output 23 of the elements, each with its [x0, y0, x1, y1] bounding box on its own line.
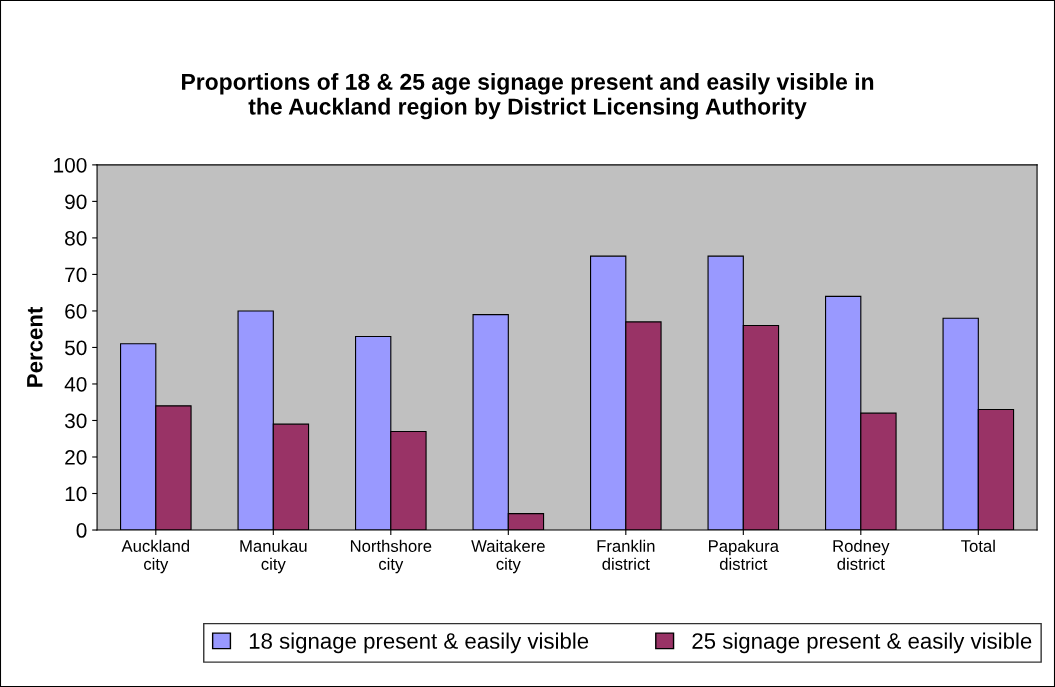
- x-tick-label: Papakura district: [709, 539, 779, 570]
- x-tick-label: Franklin district: [597, 539, 655, 570]
- y-tick-label: 20: [65, 449, 87, 465]
- legend-label: 25 signage present & easily visible: [692, 632, 1032, 654]
- x-tick-label: Manukau city: [240, 539, 307, 574]
- y-tick-label: 70: [65, 267, 87, 283]
- y-tick-label: 30: [64, 413, 87, 429]
- x-tick-label: Northshore city: [350, 539, 432, 574]
- y-tick-label: 0: [76, 523, 87, 538]
- x-tick-label: Waitakere city: [471, 539, 545, 574]
- y-axis-title: Percent: [27, 306, 43, 387]
- y-tick-label: 40: [64, 376, 87, 392]
- x-tick-label: Auckland city: [121, 539, 190, 574]
- y-tick-label: 50: [65, 340, 87, 356]
- y-tick-label: 100: [54, 157, 87, 173]
- legend-label: 18 signage present & easily visible: [249, 632, 589, 654]
- x-tick-label: Total: [961, 539, 995, 552]
- y-tick-label: 90: [65, 194, 87, 210]
- y-tick-label: 10: [65, 486, 87, 502]
- x-tick-label: Rodney district: [833, 539, 890, 570]
- y-tick-label: 80: [65, 230, 87, 246]
- y-tick-label: 60: [65, 303, 87, 319]
- chart-title: Proportions of 18 & 25 age signage present and easily visible in the Auckland region by District Licensing Authority: [182, 73, 874, 120]
